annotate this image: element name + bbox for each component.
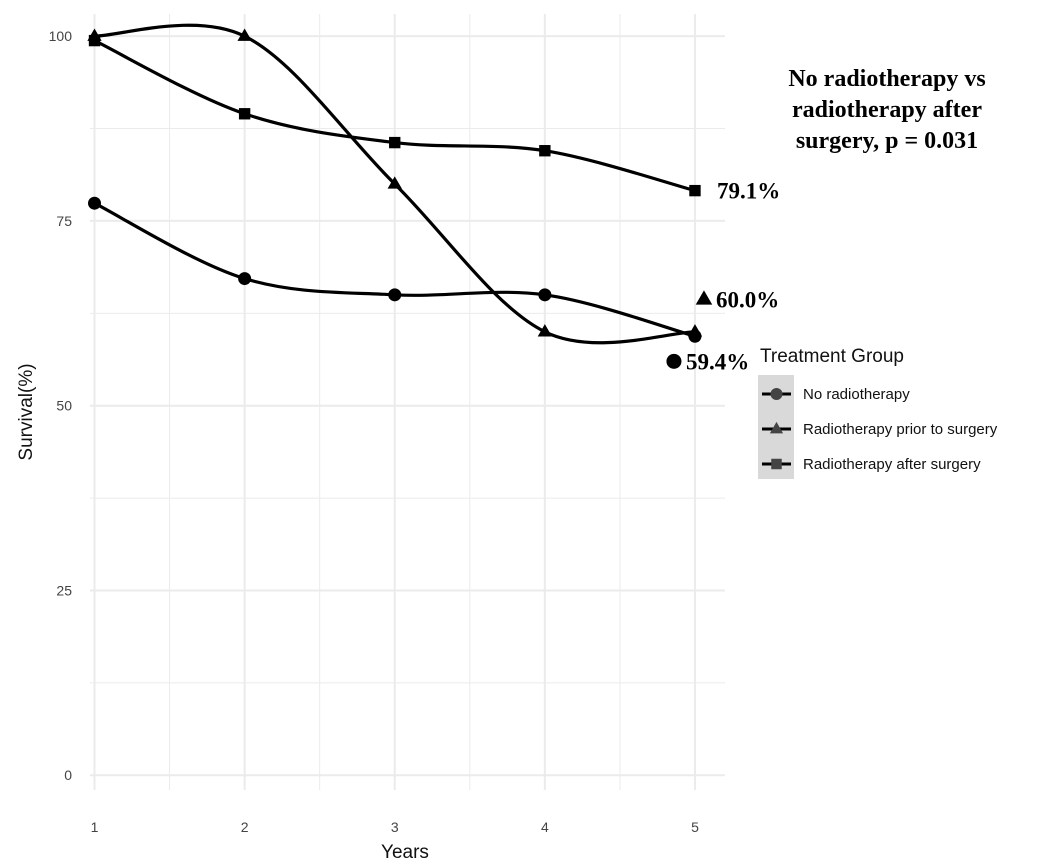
annotation-line: surgery, p = 0.031 <box>796 128 978 154</box>
y-tick-label: 100 <box>49 28 73 44</box>
legend-key-circle <box>770 388 783 400</box>
data-point-square <box>238 108 251 120</box>
data-point-square <box>389 136 401 149</box>
y-tick-label: 0 <box>64 767 72 783</box>
legend-label: No radiotherapy <box>803 386 910 403</box>
legend-key-triangle <box>769 421 784 434</box>
x-tick-label: 3 <box>391 819 399 835</box>
y-tick-label: 25 <box>56 582 72 598</box>
end-label-value: 60.0% <box>716 287 779 312</box>
data-point-triangle <box>687 324 703 337</box>
x-tick-label: 2 <box>241 819 249 835</box>
p-value-annotation: No radiotherapy vs radiotherapy after surg… <box>788 66 985 154</box>
x-tick-label: 5 <box>691 819 699 835</box>
y-axis-ticks: 0 25 50 75 100 <box>49 28 73 783</box>
y-axis-title: Survival(%) <box>16 363 37 460</box>
legend-title: Treatment Group <box>760 346 904 367</box>
annotation-line: No radiotherapy vs <box>788 66 985 92</box>
legend-label: Radiotherapy prior to surgery <box>803 421 998 438</box>
data-point-square <box>689 184 701 197</box>
end-label-marker-circle <box>666 353 682 369</box>
x-tick-label: 1 <box>91 819 99 835</box>
data-point-triangle <box>537 324 553 337</box>
x-axis-ticks: 1 2 3 4 5 <box>91 819 699 835</box>
data-point-circle <box>88 196 102 210</box>
legend: Treatment Group No radiotherapy Radiother… <box>758 346 998 479</box>
y-tick-label: 50 <box>56 398 72 414</box>
legend-key-square <box>771 458 782 470</box>
end-label-marker-triangle <box>695 290 713 305</box>
x-tick-label: 4 <box>541 819 549 835</box>
data-point-triangle <box>387 176 402 189</box>
end-label-value: 59.4% <box>686 349 749 374</box>
x-axis-title: Years <box>381 842 429 863</box>
series-radiotherapy-after-surgery <box>88 34 701 197</box>
data-point-triangle <box>237 28 252 41</box>
annotation-line: radiotherapy after <box>792 97 982 123</box>
data-point-square <box>539 145 551 157</box>
y-tick-label: 75 <box>56 213 72 229</box>
end-label-value: 79.1% <box>717 179 780 204</box>
data-point-circle <box>388 288 402 302</box>
data-point-square <box>88 34 101 47</box>
legend-label: Radiotherapy after surgery <box>803 456 981 473</box>
data-point-circle <box>238 272 252 286</box>
end-labels: 79.1% 60.0% 59.4% <box>666 179 780 374</box>
series-group <box>87 23 703 345</box>
data-point-circle <box>538 288 552 302</box>
grid-lines <box>90 14 725 790</box>
